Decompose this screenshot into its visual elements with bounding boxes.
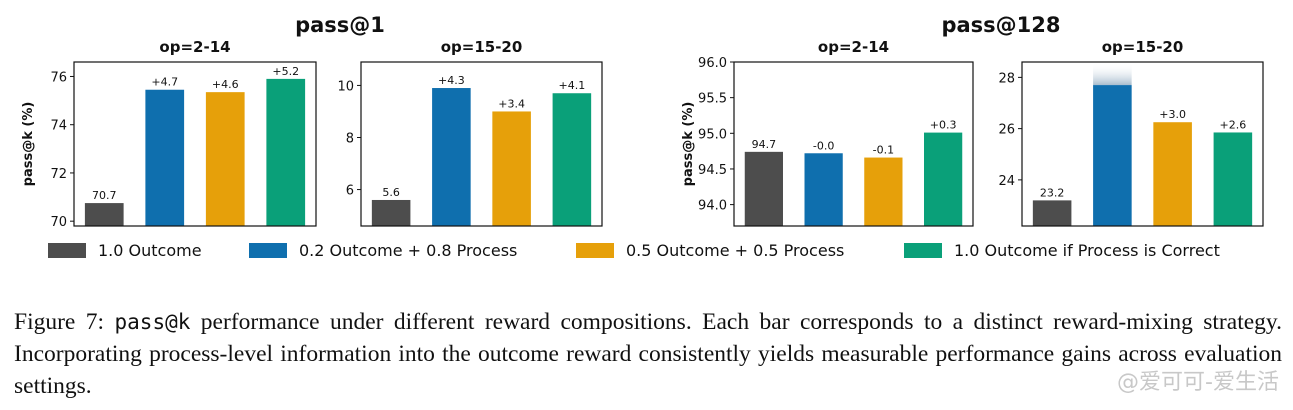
y-axis-label: pass@k (%): [21, 102, 36, 187]
panel-title: op=15-20: [1102, 38, 1184, 56]
y-tick-label: 72: [50, 167, 67, 182]
bar: [1032, 200, 1072, 226]
bar-value-label: 23.2: [1040, 186, 1065, 199]
legend-label: 1.0 Outcome: [98, 241, 202, 260]
bar-value-label: 5.6: [382, 186, 400, 199]
y-tick-label: 94.5: [698, 163, 727, 178]
panel-frame: [360, 61, 603, 227]
y-tick-label: 74: [50, 119, 67, 134]
y-tick-label: 24: [998, 174, 1015, 189]
bar: [84, 203, 124, 226]
bar-value-label: -0.0: [813, 139, 834, 152]
bar: [432, 88, 471, 227]
bar-value-label: +4.3: [438, 74, 465, 87]
bar: [864, 157, 903, 226]
bar-value-label: 94.7: [752, 138, 777, 151]
bar-value-label: +4.7: [151, 76, 178, 89]
group-title-pass-at-128: pass@128: [941, 13, 1060, 37]
figure-caption: Figure 7: pass@k performance under diffe…: [14, 306, 1282, 402]
y-tick-label: 76: [50, 70, 67, 85]
figure: pass@1 pass@128 op=2-14 pass@k (%) 70 72 74 76 7…: [21, 13, 1264, 260]
bar-value-label: -0.1: [873, 144, 894, 157]
y-tick-label: 28: [998, 71, 1015, 86]
y-tick-label: 94.0: [698, 199, 727, 214]
y-tick-label: 26: [998, 123, 1015, 138]
bar: [552, 93, 592, 226]
bar: [804, 153, 843, 226]
panel-title: op=2-14: [159, 38, 230, 56]
bar: [492, 111, 531, 226]
watermark: @爱可可-爱生活: [1117, 370, 1279, 395]
bar-value-label: 70.7: [92, 189, 117, 202]
y-tick-label: 8: [346, 131, 354, 146]
legend-swatch: [48, 243, 86, 258]
bar: [1153, 122, 1192, 226]
bar: [1213, 132, 1253, 226]
bar-value-label: +4.1: [559, 79, 586, 92]
y-tick-label: 6: [346, 184, 354, 199]
bar-value-label: +3.0: [1159, 108, 1186, 121]
bar-value-label: +5.2: [272, 65, 299, 78]
y-tick-label: 96.0: [698, 56, 727, 71]
bar-value-label: +4.6: [212, 78, 239, 91]
bar: [924, 132, 963, 226]
panel-title: op=15-20: [441, 38, 523, 56]
y-tick-label: 95.0: [698, 127, 727, 142]
legend-label: 0.2 Outcome + 0.8 Process: [299, 241, 517, 260]
bar: [205, 92, 245, 226]
y-tick-label: 70: [50, 215, 67, 230]
blurred-label-area: [1093, 63, 1132, 86]
y-tick-label: 95.5: [698, 92, 727, 107]
bar-value-label: +0.3: [930, 119, 957, 132]
legend-swatch: [904, 243, 942, 258]
bar: [145, 89, 185, 226]
caption-code: pass@k: [114, 310, 191, 334]
legend-label: 1.0 Outcome if Process is Correct: [954, 241, 1220, 260]
bar: [266, 78, 306, 226]
caption-prefix: Figure 7:: [14, 309, 115, 335]
y-tick-label: 10: [337, 79, 354, 94]
caption-text: performance under different reward compo…: [14, 309, 1282, 399]
panel-frame: [73, 61, 317, 227]
bar: [371, 199, 411, 226]
bar-value-label: +3.4: [498, 97, 525, 110]
bar: [1093, 85, 1132, 226]
group-title-pass-at-1: pass@1: [295, 13, 385, 37]
panel-title: op=2-14: [818, 38, 889, 56]
legend-label: 0.5 Outcome + 0.5 Process: [626, 241, 844, 260]
panel-frame: [733, 61, 974, 227]
y-axis-label: pass@k (%): [681, 102, 696, 187]
panel-frame: [1021, 61, 1264, 227]
legend-swatch: [249, 243, 287, 258]
bar: [744, 151, 783, 226]
legend-swatch: [576, 243, 614, 258]
bar-value-label: +2.6: [1220, 118, 1247, 131]
